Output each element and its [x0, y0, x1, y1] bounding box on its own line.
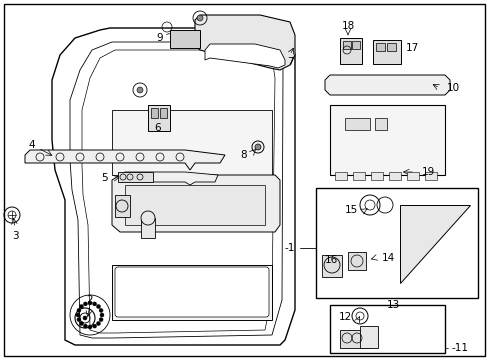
Circle shape — [83, 324, 87, 328]
Bar — [115, 195, 130, 217]
Bar — [374, 118, 386, 130]
Bar — [388, 172, 400, 180]
Circle shape — [141, 211, 155, 225]
Bar — [347, 252, 365, 270]
Circle shape — [100, 313, 104, 317]
Polygon shape — [399, 205, 469, 283]
Bar — [339, 38, 361, 64]
Bar — [112, 110, 271, 175]
Bar — [112, 265, 271, 320]
Circle shape — [76, 313, 80, 317]
Polygon shape — [120, 172, 218, 185]
Circle shape — [92, 302, 97, 306]
Circle shape — [80, 305, 83, 309]
Polygon shape — [112, 175, 280, 232]
Circle shape — [88, 325, 92, 329]
Text: 16: 16 — [325, 255, 338, 265]
Circle shape — [80, 321, 83, 325]
Circle shape — [254, 144, 261, 150]
Bar — [170, 30, 200, 48]
Text: 13: 13 — [386, 300, 399, 310]
Bar — [141, 218, 155, 238]
Circle shape — [197, 15, 203, 21]
Bar — [125, 185, 264, 225]
Circle shape — [99, 318, 103, 321]
Polygon shape — [25, 150, 224, 170]
Text: -11: -11 — [451, 343, 468, 353]
Bar — [315, 188, 477, 298]
Bar — [359, 326, 377, 348]
Bar — [372, 40, 400, 64]
Bar — [342, 41, 350, 49]
Text: 2: 2 — [86, 295, 93, 305]
Circle shape — [96, 305, 100, 309]
Bar — [151, 108, 158, 118]
Bar — [351, 41, 359, 49]
Polygon shape — [195, 15, 294, 70]
Bar — [386, 43, 395, 51]
Bar — [424, 172, 436, 180]
Circle shape — [77, 309, 81, 312]
Bar — [334, 172, 346, 180]
Circle shape — [92, 324, 97, 328]
Text: 17: 17 — [405, 43, 418, 53]
Circle shape — [88, 301, 92, 305]
Text: 5: 5 — [101, 173, 108, 183]
Text: 8: 8 — [240, 150, 246, 160]
Bar — [160, 108, 167, 118]
Bar — [352, 172, 364, 180]
Text: 6: 6 — [154, 123, 161, 133]
Text: 7: 7 — [286, 57, 293, 67]
Bar — [375, 43, 384, 51]
Text: 18: 18 — [341, 21, 354, 31]
Text: 10: 10 — [446, 83, 459, 93]
Circle shape — [96, 321, 100, 325]
Bar — [339, 330, 369, 348]
FancyBboxPatch shape — [115, 267, 268, 317]
Text: 15: 15 — [344, 205, 357, 215]
Circle shape — [77, 318, 81, 321]
Text: 14: 14 — [381, 253, 394, 263]
Polygon shape — [204, 44, 285, 68]
Circle shape — [83, 316, 87, 320]
Bar — [329, 105, 444, 175]
Bar — [406, 172, 418, 180]
Bar — [118, 172, 153, 182]
Text: 9: 9 — [156, 33, 163, 43]
Circle shape — [99, 309, 103, 312]
Polygon shape — [325, 75, 449, 95]
Bar — [329, 305, 444, 353]
Circle shape — [137, 87, 142, 93]
Text: -1: -1 — [284, 243, 294, 253]
Polygon shape — [52, 28, 294, 345]
Bar — [345, 118, 369, 130]
Text: 19: 19 — [421, 167, 434, 177]
Bar — [370, 172, 382, 180]
Text: 4: 4 — [29, 140, 35, 150]
Bar — [148, 105, 170, 131]
Circle shape — [83, 302, 87, 306]
Bar — [321, 255, 341, 277]
Text: 12: 12 — [338, 312, 351, 322]
Text: 3: 3 — [12, 231, 18, 241]
